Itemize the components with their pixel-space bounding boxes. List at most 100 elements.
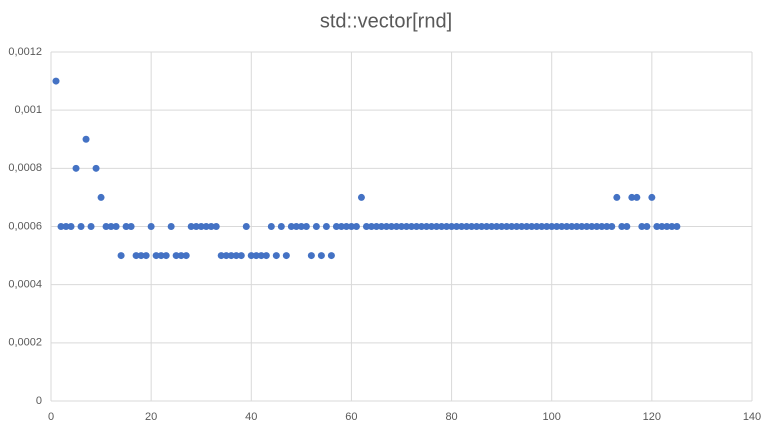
point [523, 223, 531, 230]
point [623, 223, 631, 230]
point [367, 223, 375, 230]
point [247, 252, 255, 260]
point [443, 223, 451, 230]
point [382, 223, 390, 230]
point [272, 252, 280, 260]
point [473, 223, 481, 230]
x-tick-label: 20 [145, 411, 157, 423]
point [257, 252, 265, 260]
point [187, 223, 195, 230]
point [392, 223, 400, 230]
point [237, 252, 245, 260]
y-tick-label: 0,0004 [8, 279, 42, 291]
point [142, 252, 150, 260]
point [628, 193, 636, 201]
point [668, 223, 676, 230]
point [107, 223, 115, 230]
point [618, 223, 626, 230]
point [282, 252, 290, 260]
point [543, 223, 551, 230]
point [152, 252, 160, 260]
point [317, 252, 325, 260]
point [102, 223, 110, 230]
point [87, 223, 95, 230]
point [297, 223, 305, 230]
point [287, 223, 295, 230]
point [633, 193, 641, 201]
point [533, 223, 541, 230]
point [132, 252, 140, 260]
y-tick-label: 0,0002 [8, 337, 42, 349]
point [408, 223, 416, 230]
chart-title: std::vector[rnd] [320, 10, 452, 32]
point [608, 223, 616, 230]
point [538, 223, 546, 230]
point [377, 223, 385, 230]
point [307, 252, 315, 260]
point [448, 223, 456, 230]
point [177, 252, 185, 260]
point [568, 223, 576, 230]
point [653, 223, 661, 230]
point [663, 223, 671, 230]
y-tick-label: 0,0012 [8, 46, 42, 58]
y-tick-label: 0 [36, 395, 42, 407]
point [488, 223, 496, 230]
point [573, 223, 581, 230]
point [362, 223, 370, 230]
point [658, 223, 666, 230]
point [72, 164, 80, 172]
point [77, 223, 85, 230]
point [302, 223, 310, 230]
point [217, 252, 225, 260]
point [468, 223, 476, 230]
point [518, 223, 526, 230]
point [458, 223, 466, 230]
point [197, 223, 205, 230]
point [267, 223, 275, 230]
point [498, 223, 506, 230]
point [463, 223, 471, 230]
point [192, 223, 200, 230]
point [347, 223, 355, 230]
point [242, 223, 250, 230]
point [157, 252, 165, 260]
point [558, 223, 566, 230]
point [167, 223, 175, 230]
x-tick-label: 60 [345, 411, 357, 423]
x-tick-label: 100 [543, 411, 561, 423]
point [332, 223, 340, 230]
point [172, 252, 180, 260]
point [643, 223, 651, 230]
point [638, 223, 646, 230]
point [82, 135, 90, 143]
point [127, 223, 135, 230]
point [337, 223, 345, 230]
y-tick-label: 0,001 [14, 104, 42, 116]
point [222, 252, 230, 260]
point [433, 223, 441, 230]
point [418, 223, 426, 230]
point [648, 193, 656, 201]
point [478, 223, 486, 230]
x-tick-label: 0 [48, 411, 54, 423]
point [212, 223, 220, 230]
point [352, 223, 360, 230]
point [97, 193, 105, 201]
point [548, 223, 556, 230]
point [403, 223, 411, 230]
point [583, 223, 591, 230]
point [182, 252, 190, 260]
point [122, 223, 130, 230]
point [563, 223, 571, 230]
point [588, 223, 596, 230]
point [483, 223, 491, 230]
point [52, 77, 60, 85]
point [598, 223, 606, 230]
x-tick-label: 140 [743, 411, 761, 423]
point [112, 223, 120, 230]
point [312, 223, 320, 230]
point [292, 223, 300, 230]
